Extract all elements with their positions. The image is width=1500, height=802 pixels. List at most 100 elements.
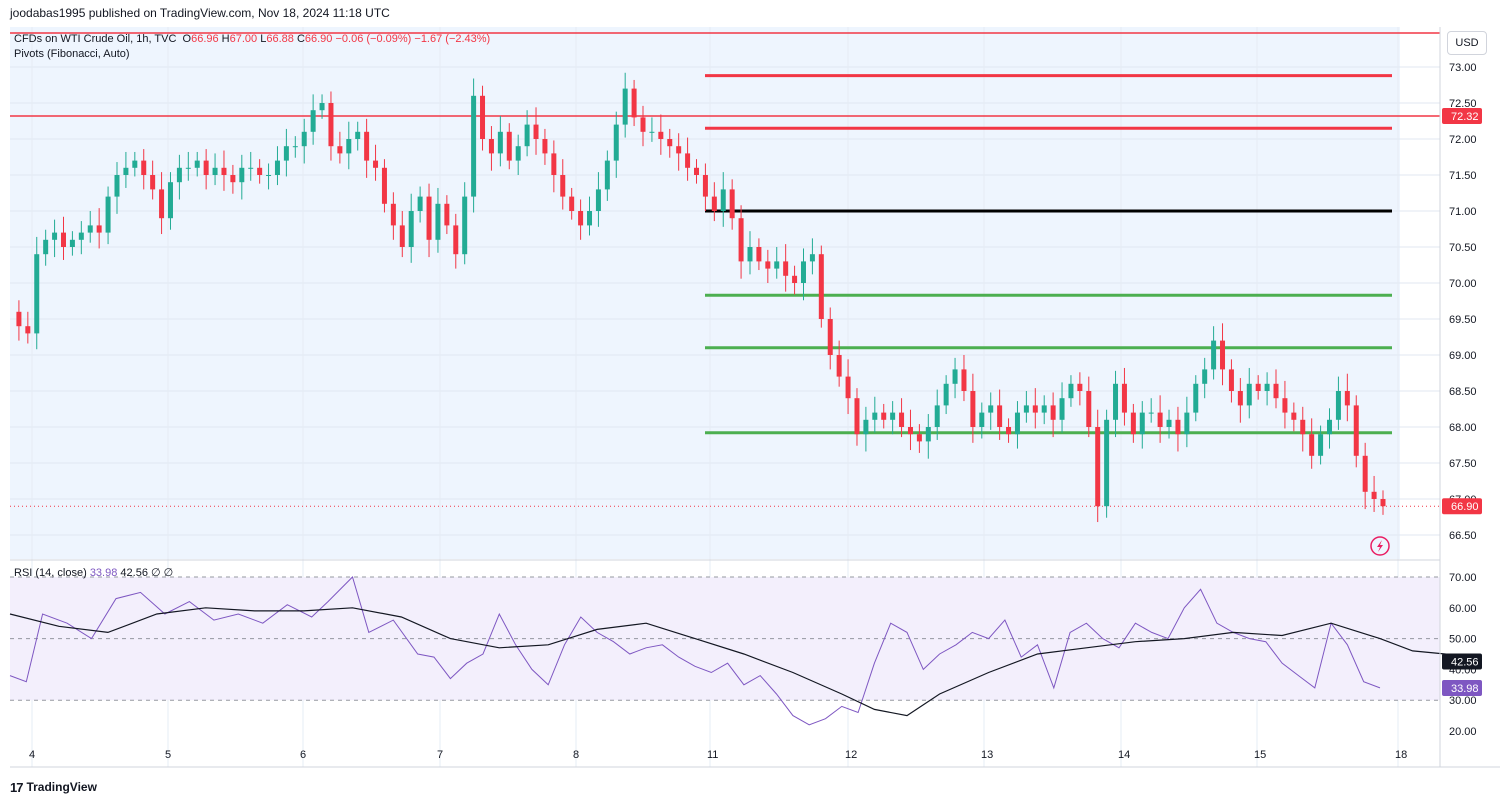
last-price-label: 66.90 xyxy=(1451,501,1479,513)
candle-body xyxy=(1113,383,1119,420)
candle-body xyxy=(649,131,655,133)
candle-body xyxy=(426,196,432,240)
candle-body xyxy=(961,369,967,391)
time-tick-label: 8 xyxy=(573,749,579,761)
candle-body xyxy=(185,167,191,169)
candle-body xyxy=(221,167,227,175)
candle-body xyxy=(1300,419,1306,435)
candle-body xyxy=(542,139,548,154)
rsi-legend[interactable]: RSI (14, close) 33.98 42.56 ∅ ∅ xyxy=(14,566,173,579)
price-axis[interactable]: 73.00 72.50 72.00 71.50 71.00 70.50 70.00 69.50… xyxy=(1442,62,1482,542)
price-tick-label: 72.50 xyxy=(1449,98,1477,110)
rsi-ma-value: 42.56 xyxy=(120,567,148,579)
flash-icon[interactable] xyxy=(1370,536,1390,556)
candle-body xyxy=(274,160,280,175)
pivots-legend[interactable]: Pivots (Fibonacci, Auto) xyxy=(14,48,130,60)
rsi-tick-label: 60.00 xyxy=(1449,603,1477,615)
rsi-lines xyxy=(9,576,1479,726)
candle-body xyxy=(1264,383,1270,391)
candle-body xyxy=(1309,434,1315,456)
candle-body xyxy=(1220,340,1226,370)
rsi-badge-label: 33.98 xyxy=(1451,683,1479,695)
candle-body xyxy=(488,139,494,154)
candle-body xyxy=(943,383,949,406)
candle-body xyxy=(569,196,575,211)
candle-body xyxy=(1139,412,1145,435)
candle-body xyxy=(685,153,691,168)
candle-body xyxy=(141,160,147,175)
rsi-value: 33.98 xyxy=(89,567,118,579)
candle-body xyxy=(1032,405,1038,413)
candle-body xyxy=(1327,419,1333,435)
change-value: −0.06 (−0.09%) xyxy=(335,33,412,45)
candle-body xyxy=(96,225,102,233)
candle-body xyxy=(667,139,673,147)
candle-body xyxy=(292,146,298,148)
candle-body xyxy=(604,160,610,190)
candle-body xyxy=(60,232,66,247)
candle-body xyxy=(408,211,414,247)
footer-brand[interactable]: 17 TradingView xyxy=(10,778,97,796)
candle-body xyxy=(613,124,619,161)
candle-body xyxy=(1023,405,1029,413)
candle-body xyxy=(1202,369,1208,384)
candle-body xyxy=(176,167,182,183)
candle-body xyxy=(551,153,557,175)
candle-body xyxy=(132,160,138,168)
candle-body xyxy=(16,311,22,327)
candle-body xyxy=(1041,405,1047,413)
candle-body xyxy=(1077,383,1083,391)
price-tick-label: 72.00 xyxy=(1449,134,1477,146)
candle-body xyxy=(952,369,958,384)
price-tick-label: 70.50 xyxy=(1449,242,1477,254)
candle-body xyxy=(1104,419,1110,507)
l-label: L xyxy=(260,33,267,45)
price-tick-label: 70.00 xyxy=(1449,278,1477,290)
candle-body xyxy=(381,167,387,204)
time-tick-label: 5 xyxy=(165,749,171,761)
symbol-name[interactable]: CFDs on WTI Crude Oil, 1h, TVC xyxy=(14,33,177,45)
time-tick-label: 13 xyxy=(981,749,993,761)
candle-body xyxy=(1193,383,1199,413)
candle-body xyxy=(497,131,503,154)
candle-body xyxy=(979,412,985,427)
candle-body xyxy=(578,211,584,226)
time-tick-label: 11 xyxy=(707,749,718,761)
candle-body xyxy=(1246,383,1252,406)
candle-body xyxy=(435,203,441,240)
candle-body xyxy=(622,88,628,125)
candle-body xyxy=(301,131,307,147)
candle-body xyxy=(658,131,664,139)
price-tick-label: 66.50 xyxy=(1449,530,1477,542)
candle-body xyxy=(1335,391,1341,420)
candle-body xyxy=(480,95,486,139)
change-total-value: −1.67 (−2.43%) xyxy=(414,33,491,45)
candle-body xyxy=(25,326,31,334)
candle-body xyxy=(506,131,512,161)
candle-body xyxy=(1237,391,1243,406)
candle-body xyxy=(774,261,780,269)
time-axis[interactable]: 4 5 6 7 8 11 12 13 14 15 18 xyxy=(29,749,1407,761)
price-legend: CFDs on WTI Crude Oil, 1h, TVC O66.96 H6… xyxy=(14,32,490,47)
o-label: O xyxy=(182,33,192,45)
candle-body xyxy=(970,391,976,427)
price-tick-label: 68.00 xyxy=(1449,422,1477,434)
candle-body xyxy=(1318,434,1324,456)
time-tick-label: 18 xyxy=(1395,749,1407,761)
candle-body xyxy=(319,103,325,111)
currency-button[interactable]: USD xyxy=(1447,31,1487,55)
candle-body xyxy=(390,203,396,226)
candle-body xyxy=(203,160,209,175)
candle-body xyxy=(52,232,58,240)
candle-body xyxy=(1059,398,1065,420)
candle-body xyxy=(34,254,40,334)
candle-body xyxy=(453,225,459,255)
candles xyxy=(16,72,1386,523)
candle-body xyxy=(1095,427,1101,507)
time-tick-label: 12 xyxy=(845,749,857,761)
candle-body xyxy=(239,167,245,183)
candle-body xyxy=(827,319,833,355)
rsi-ma-line xyxy=(9,607,1479,717)
